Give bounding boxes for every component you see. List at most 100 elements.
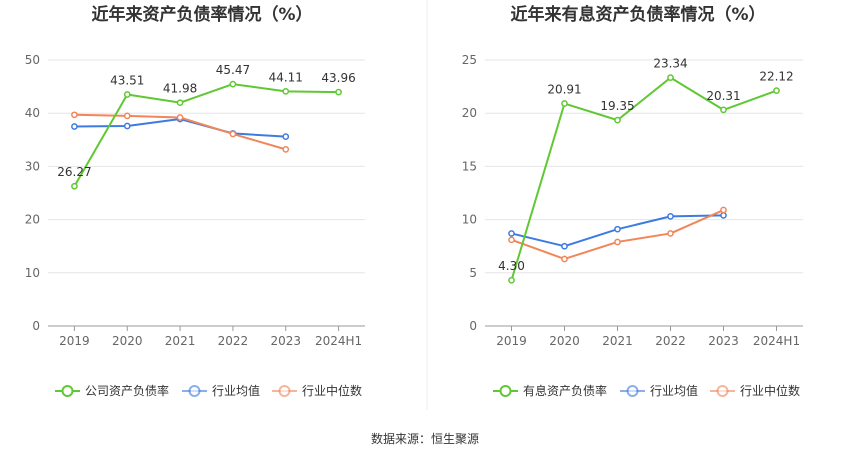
x-tick-label: 2020 — [549, 334, 580, 348]
legend-swatch-marker — [626, 385, 639, 397]
legend-item[interactable]: 有息资产负债率 — [493, 383, 607, 398]
legend-swatch-marker — [499, 385, 512, 397]
x-tick-label: 2023 — [708, 334, 739, 348]
x-tick-label: 2019 — [496, 334, 527, 348]
x-tick-label: 2021 — [602, 334, 633, 348]
data-point[interactable] — [561, 100, 568, 107]
legend-label: 行业均值 — [212, 383, 260, 398]
data-point[interactable] — [229, 130, 237, 138]
legend-item[interactable]: 行业均值 — [182, 383, 260, 398]
data-point[interactable] — [282, 133, 290, 140]
y-tick-label: 10 — [462, 213, 477, 227]
data-point[interactable] — [561, 255, 568, 263]
x-tick-label: 2022 — [218, 334, 249, 348]
legend-label: 行业均值 — [650, 383, 698, 398]
legend-item[interactable]: 公司资产负债率 — [55, 383, 169, 398]
data-point[interactable] — [229, 80, 237, 88]
x-tick-label: 2019 — [59, 334, 90, 348]
y-tick-label: 40 — [25, 106, 40, 120]
data-point[interactable] — [667, 74, 674, 82]
data-point[interactable] — [720, 206, 727, 214]
data-label: 44.11 — [269, 70, 303, 84]
legend-item[interactable]: 行业中位数 — [710, 383, 800, 398]
data-point[interactable] — [773, 87, 780, 94]
data-point[interactable] — [720, 106, 727, 114]
data-point[interactable] — [335, 88, 342, 96]
data-point[interactable] — [123, 112, 131, 120]
legend-label: 行业中位数 — [740, 383, 800, 398]
data-label: 41.98 — [163, 82, 197, 96]
data-point[interactable] — [282, 146, 290, 153]
y-tick-label: 15 — [462, 159, 477, 173]
data-point[interactable] — [667, 213, 674, 220]
data-point[interactable] — [614, 225, 621, 233]
data-point[interactable] — [667, 230, 674, 237]
y-tick-label: 10 — [25, 266, 40, 280]
y-tick-label: 20 — [25, 213, 40, 227]
data-point[interactable] — [614, 238, 621, 246]
series-1: 26.27 43.51 41.98 45.47 44.11 43.96 — [57, 63, 356, 190]
data-label: 4.30 — [498, 259, 525, 273]
data-label: 22.12 — [759, 70, 793, 84]
data-point[interactable] — [71, 182, 78, 190]
y-tick-label: 50 — [25, 53, 40, 67]
y-tick-label: 0 — [32, 319, 40, 333]
legend-label: 公司资产负债率 — [85, 383, 169, 398]
data-label: 43.96 — [321, 71, 355, 85]
series-line — [73, 83, 339, 187]
y-tick-label: 20 — [462, 106, 477, 120]
x-tick-label: 2023 — [270, 334, 301, 348]
legend: 有息资产负债率 行业均值 行业中位数 — [493, 383, 800, 398]
data-source-note: 数据来源：恒生聚源 — [370, 432, 479, 446]
legend-swatch-marker — [61, 385, 74, 397]
data-label: 19.35 — [600, 99, 634, 113]
data-point[interactable] — [561, 242, 568, 250]
data-point[interactable] — [508, 236, 515, 244]
y-tick-label: 25 — [462, 53, 477, 67]
data-point[interactable] — [123, 122, 131, 130]
chart-panel-1: 近年来资产负债率情况（%） 0 10 20 30 40 50 2019 2020 2021 2022… — [25, 4, 365, 398]
legend-swatch-marker — [278, 385, 291, 397]
x-tick-label: 2024H1 — [753, 334, 800, 348]
legend-swatch-marker — [188, 385, 201, 397]
data-point[interactable] — [71, 111, 78, 119]
series-1: 4.30 20.91 19.35 23.34 20.31 22.12 — [498, 57, 794, 284]
x-tick-label: 2020 — [112, 334, 143, 348]
y-tick-label: 5 — [469, 266, 477, 280]
data-label: 20.91 — [547, 83, 581, 97]
y-tick-label: 30 — [25, 159, 40, 173]
legend-swatch-marker — [716, 385, 729, 397]
series-line — [511, 209, 724, 260]
legend-item[interactable]: 行业中位数 — [272, 383, 362, 398]
data-label: 26.27 — [57, 165, 91, 179]
legend-item[interactable]: 行业均值 — [620, 383, 698, 398]
data-point[interactable] — [720, 211, 727, 219]
data-point[interactable] — [123, 91, 131, 98]
legend-label: 行业中位数 — [302, 383, 362, 398]
data-point[interactable] — [614, 116, 621, 124]
chart-title: 近年来资产负债率情况（%） — [91, 4, 312, 25]
series-line — [510, 76, 777, 281]
series-2 — [508, 211, 727, 250]
x-tick-label: 2024H1 — [315, 334, 362, 348]
data-point[interactable] — [176, 114, 184, 121]
data-point[interactable] — [71, 123, 78, 130]
legend-label: 有息资产负债率 — [523, 383, 607, 398]
chart-title: 近年来有息资产负债率情况（%） — [510, 4, 765, 25]
x-tick-label: 2021 — [165, 334, 196, 348]
data-label: 45.47 — [216, 63, 250, 77]
chart-panel-2: 近年来有息资产负债率情况（%） 0 5 10 15 20 25 2019 2020 2021 202… — [462, 4, 803, 398]
data-label: 43.51 — [110, 74, 144, 88]
x-tick-label: 2022 — [655, 334, 686, 348]
data-point[interactable] — [282, 87, 290, 95]
series-3 — [71, 111, 290, 153]
data-point[interactable] — [508, 230, 515, 237]
data-label: 20.31 — [706, 89, 740, 103]
data-label: 23.34 — [653, 57, 687, 71]
data-point[interactable] — [508, 276, 515, 284]
data-point[interactable] — [176, 99, 184, 107]
y-tick-label: 0 — [469, 319, 477, 333]
legend: 公司资产负债率 行业均值 行业中位数 — [55, 383, 362, 398]
